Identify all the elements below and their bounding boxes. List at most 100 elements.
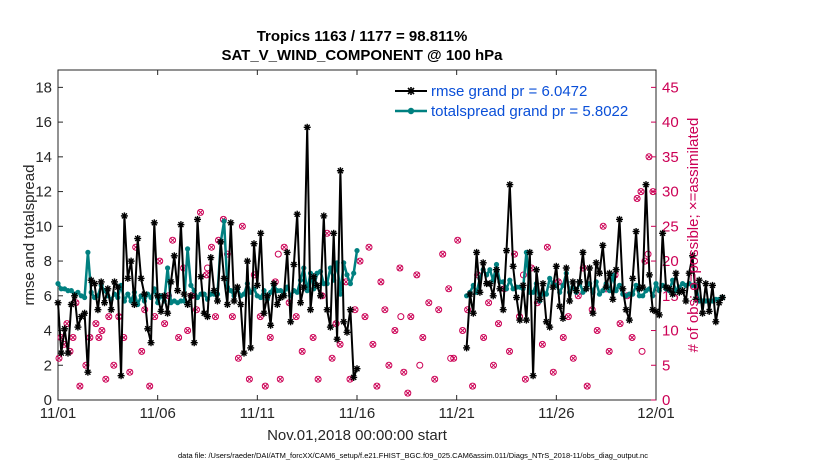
obs-assimilated-marker — [583, 382, 591, 390]
rmse-point-d2 — [287, 318, 294, 325]
rmse-point-d2 — [280, 292, 287, 299]
rmse-point — [569, 278, 577, 286]
rmse-point-d2 — [516, 317, 523, 324]
rmse-point — [147, 339, 155, 347]
obs-assimilated-cross-b — [431, 376, 438, 383]
obs-assimilated-cross-b — [343, 279, 349, 285]
obs-assimilated-circle — [649, 188, 657, 196]
rmse-point-d2 — [493, 266, 500, 273]
obs-assimilated-cross-b — [203, 272, 210, 278]
obs-assimilated-marker — [92, 320, 100, 328]
obs-assimilated-cross-b — [634, 195, 640, 202]
rmse-point — [609, 295, 617, 303]
y-axis-label: rmse and totalspread — [21, 165, 38, 306]
obs-assimilated-cross-b — [594, 327, 601, 334]
obs-assimilated-marker — [266, 334, 274, 341]
rmse-point — [180, 290, 188, 298]
rmse-point — [522, 316, 530, 324]
totalspread-point — [55, 281, 61, 287]
obs-assimilated-circle — [346, 375, 354, 383]
rmse-point-d2 — [666, 285, 673, 292]
obs-assimilated-marker — [385, 361, 393, 369]
rmse-point-d2 — [134, 235, 141, 242]
rmse-point-d2 — [330, 230, 337, 237]
rmse-point-d2 — [65, 350, 71, 357]
y-right-tick-label: 45 — [662, 79, 679, 96]
obs-assimilated-marker — [76, 382, 84, 390]
rmse-point — [689, 252, 696, 260]
rmse-point — [473, 248, 481, 256]
rmse-point-d2 — [523, 317, 530, 324]
rmse-point-d2 — [606, 270, 613, 277]
rmse-point — [247, 344, 255, 352]
rmse-point-d2 — [98, 278, 105, 285]
rmse-point-d2 — [194, 216, 201, 223]
rmse-point-d2 — [546, 324, 553, 331]
obs-assimilated-circle — [407, 313, 415, 321]
rmse-point-d2 — [520, 282, 527, 289]
obs-possible-marker — [447, 354, 455, 362]
obs-assimilated-cross-b — [96, 334, 102, 341]
obs-assimilated-marker — [245, 375, 253, 383]
rmse-point — [705, 307, 713, 315]
rmse-point — [566, 297, 574, 305]
obs-assimilated-marker — [445, 285, 453, 293]
rmse-point — [300, 283, 308, 291]
rmse-point — [552, 262, 560, 270]
rmse-point — [655, 311, 663, 319]
rmse-point-d2 — [503, 247, 510, 254]
rmse-point — [602, 283, 610, 291]
rmse-point — [177, 221, 185, 229]
totalspread-point — [294, 289, 300, 295]
rmse-point-d2 — [669, 291, 676, 298]
rmse-point-d2 — [663, 284, 669, 291]
obs-assimilated-marker — [369, 340, 377, 348]
legend-spread-marker — [407, 107, 415, 115]
rmse-point-d2 — [619, 285, 626, 292]
obs-assimilated-cross-b — [435, 306, 442, 313]
obs-assimilated-circle — [365, 243, 373, 251]
rmse-point-d2 — [104, 285, 111, 292]
rmse-point-d2 — [138, 275, 145, 282]
totalspread-point — [347, 281, 353, 287]
rmse-point-d2 — [71, 292, 78, 299]
rmse-point-d2 — [88, 277, 95, 284]
obs-assimilated-circle — [396, 264, 404, 272]
rmse-point — [194, 215, 201, 223]
obs-assimilated-marker — [521, 375, 529, 383]
obs-assimilated-circle — [413, 271, 421, 279]
obs-assimilated-circle — [439, 250, 447, 258]
rmse-point-d2 — [304, 124, 311, 131]
rmse-point — [140, 290, 148, 298]
rmse-point — [330, 229, 338, 237]
obs-assimilated-cross-b — [262, 383, 269, 389]
rmse-point — [715, 299, 723, 307]
obs-assimilated-circle — [105, 313, 113, 321]
rmse-point-d2 — [118, 372, 125, 379]
rmse-point — [233, 283, 241, 291]
obs-assimilated-circle — [361, 313, 369, 321]
obs-assimilated-marker — [184, 327, 192, 334]
rmse-point-d2 — [679, 287, 686, 294]
x-tick-label: 11/11 — [240, 405, 275, 422]
y-tick-label: 12 — [35, 184, 52, 201]
obs-assimilated-cross-b — [315, 376, 321, 383]
rmse-point-d2 — [470, 310, 477, 317]
y-tick-label: 10 — [35, 218, 52, 235]
y-right-tick-label: 10 — [662, 323, 679, 340]
rmse-point — [270, 280, 278, 288]
obs-assimilated-circle — [469, 382, 477, 390]
rmse-point-d2 — [131, 301, 138, 308]
obs-assimilated-cross-b — [490, 362, 497, 369]
obs-assimilated-marker — [469, 382, 477, 390]
rmse-point-d2 — [241, 350, 247, 357]
obs-assimilated-circle — [404, 389, 412, 397]
obs-assimilated-marker — [404, 389, 412, 397]
rmse-point — [559, 314, 567, 322]
obs-assimilated-cross-b — [70, 334, 76, 341]
obs-assimilated-marker — [569, 354, 577, 362]
rmse-point-d2 — [94, 306, 101, 313]
rmse-point-d2 — [61, 325, 68, 332]
obs-assimilated-cross-b — [629, 334, 635, 341]
rmse-point — [665, 285, 673, 293]
